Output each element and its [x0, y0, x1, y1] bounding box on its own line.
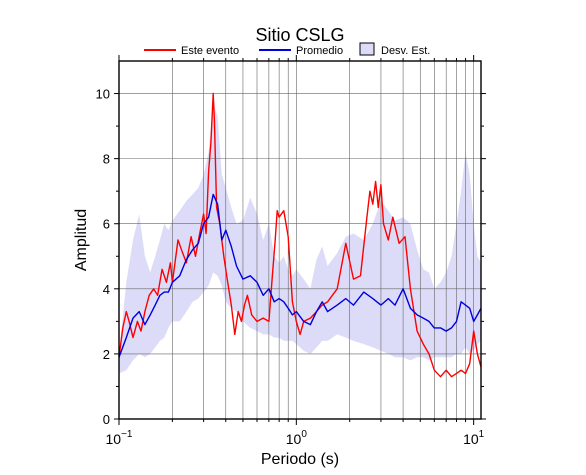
- legend-label-promedio: Promedio: [296, 45, 343, 57]
- x-tick-label: 100: [286, 429, 308, 447]
- y-tick-label: 4: [103, 282, 110, 297]
- x-axis-label: Periodo (s): [261, 451, 339, 468]
- legend-swatch-desv-est: [359, 42, 375, 56]
- y-tick-label: 2: [103, 347, 110, 362]
- std-dev-band: [119, 103, 481, 374]
- y-tick-label: 10: [96, 87, 110, 102]
- legend: Este evento Promedio Desv. Est.: [144, 42, 430, 57]
- std-dev-band-layer: [119, 103, 481, 374]
- plot-frame: [118, 60, 482, 420]
- grid-layer: [118, 61, 481, 420]
- chart-title: Sitio CSLG: [255, 25, 344, 45]
- legend-label-desv-est: Desv. Est.: [381, 45, 430, 57]
- series-line-promedio: [118, 193, 482, 358]
- legend-label-este-evento: Este evento: [181, 45, 239, 57]
- plot-frame-layer: [118, 60, 482, 420]
- x-tick-label: 10−1: [106, 429, 133, 447]
- tick-label-layer: 0 2 4 6 8 10 10−1 100 101: [96, 55, 486, 447]
- x-tick-label: 101: [463, 429, 485, 447]
- y-tick-label: 0: [103, 412, 110, 427]
- series-layer: [118, 92, 482, 378]
- y-tick-label: 6: [103, 217, 110, 232]
- y-tick-label: 8: [103, 152, 110, 167]
- y-axis-label: Amplitud: [73, 209, 90, 271]
